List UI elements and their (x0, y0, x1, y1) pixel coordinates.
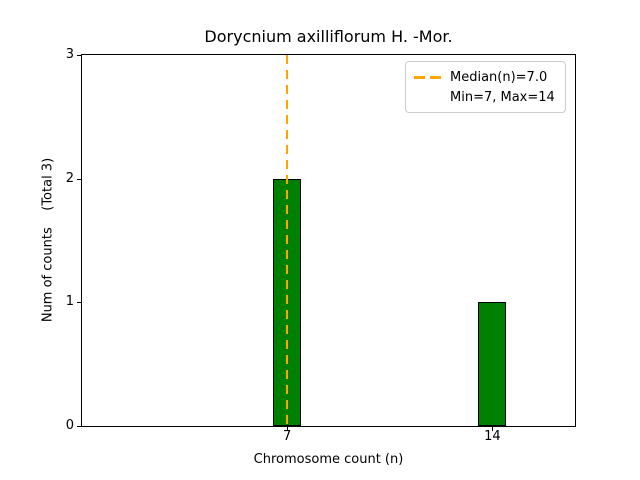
x-axis-label: Chromosome count (n) (253, 452, 404, 467)
plot-area: Median(n)=7.0 Min=7, Max=14 7 14 0 1 2 3 (66, 48, 576, 444)
legend-entry-minmax: Min=7, Max=14 (414, 87, 557, 107)
y-tick-label: 3 (65, 47, 74, 62)
bar-x14 (478, 302, 507, 426)
y-tick-mark (77, 426, 81, 427)
legend-entry-median: Median(n)=7.0 (414, 67, 557, 87)
x-tick-mark (492, 427, 494, 431)
x-tick-mark (287, 427, 289, 431)
chart-title: Dorycnium axilliflorum H. -Mor. (204, 27, 453, 46)
y-tick-label: 0 (65, 418, 74, 433)
legend: Median(n)=7.0 Min=7, Max=14 (405, 61, 566, 113)
y-tick-mark (77, 55, 81, 56)
y-tick-label: 1 (65, 294, 74, 310)
legend-label-minmax: Min=7, Max=14 (450, 89, 555, 105)
y-tick-mark (77, 302, 81, 304)
y-tick-mark (77, 178, 81, 180)
x-tick-label: 7 (283, 429, 292, 444)
legend-label-median: Median(n)=7.0 (450, 69, 548, 85)
dashed-line-icon (414, 75, 442, 79)
y-axis-label: Num of counts (Total 3) (40, 157, 56, 323)
median-line (286, 55, 289, 426)
x-tick-label: 14 (484, 429, 501, 444)
y-tick-label: 2 (65, 170, 74, 186)
